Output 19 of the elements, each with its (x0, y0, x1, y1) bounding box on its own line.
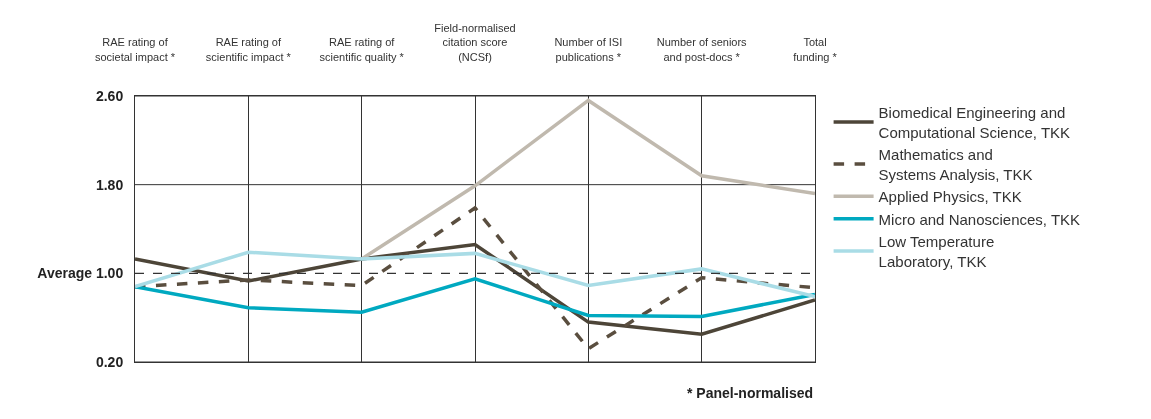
x-tick-label: RAE rating of scientific impact * (205, 36, 292, 63)
line-series (135, 277, 815, 319)
x-tick-label: Total funding * (793, 36, 838, 63)
legend-label: Biomedical Engineering and Computational Science, TKK (878, 104, 1071, 141)
x-tick-label: Field-normalised citation score (NCSf) (434, 22, 516, 63)
x-tick-label: RAE rating of scientific quality * (319, 36, 405, 63)
x-tick-label: Number of seniors and post-docs * (656, 36, 748, 63)
y-tick-label: Average 1.00 (37, 265, 124, 282)
text: * Panel-normalised (687, 385, 814, 401)
legend-label: Micro and Nanosciences, TKK (878, 210, 1081, 228)
line-series (135, 250, 815, 299)
x-tick-label: RAE rating of societal impact * (94, 36, 176, 63)
x-tick-label: Number of ISI publications * (554, 36, 623, 63)
legend-label: Applied Physics, TKK (878, 188, 1022, 206)
y-tick-label: 2.60 (95, 87, 124, 104)
y-tick-label: 0.20 (95, 353, 124, 370)
legend-label: Mathematics and Systems Analysis, TKK (878, 146, 1033, 183)
legend-label: Low Temperature Laboratory, TKK (878, 233, 995, 270)
y-tick-label: 1.80 (95, 176, 124, 193)
